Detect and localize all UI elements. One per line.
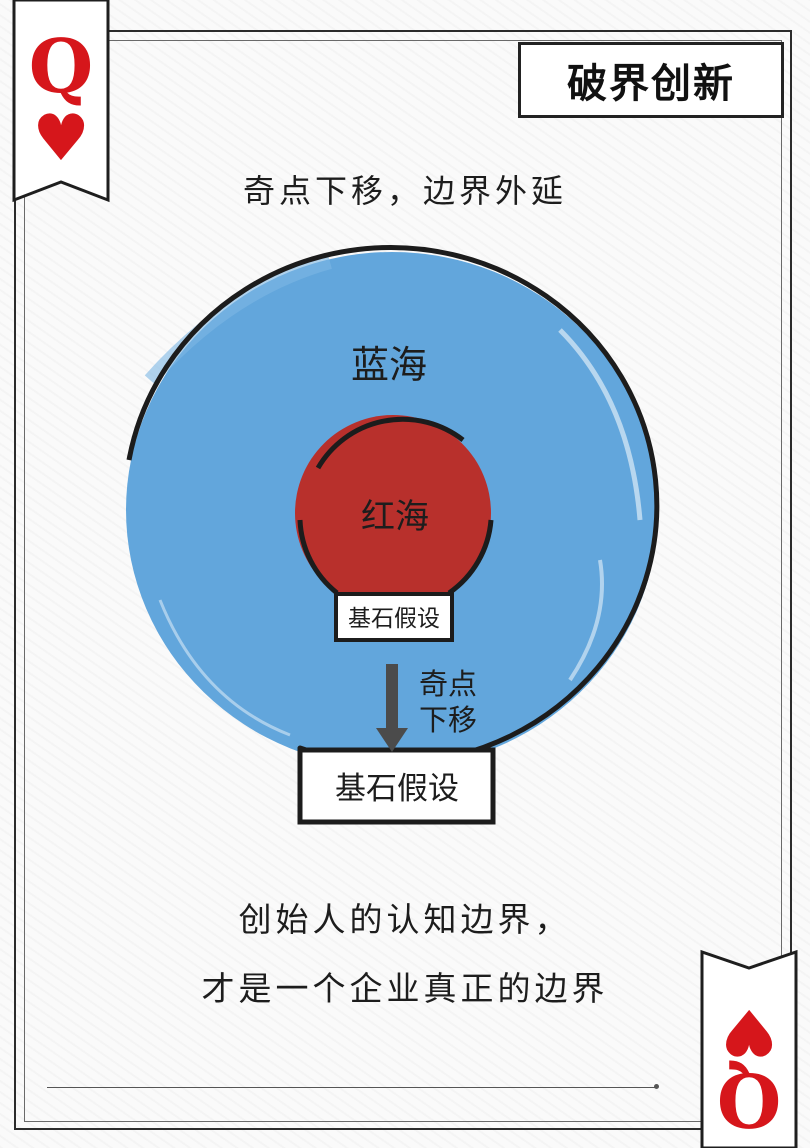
heart-icon: ♥ — [32, 102, 89, 176]
footer-line-1: 创始人的认知边界， — [238, 900, 572, 939]
arrow-label-line2: 下移 — [419, 703, 477, 737]
divider — [47, 1084, 659, 1089]
outer-base-label: 基石假设 — [335, 771, 459, 807]
red-ocean-label: 红海 — [361, 497, 429, 537]
blue-ocean-label: 蓝海 — [351, 343, 427, 387]
red-ocean-circle — [295, 415, 494, 611]
heart-icon: ♥ — [720, 994, 777, 1068]
corner-top-left: Q ♥ — [12, 0, 110, 203]
rank-top-left: Q — [29, 24, 93, 110]
outer-base-box — [297, 747, 496, 825]
card-outer-frame — [14, 30, 792, 1130]
footer-line-2: 才是一个企业真正的边界 — [201, 969, 609, 1008]
inner-base-label: 基石假设 — [348, 606, 440, 632]
page-title: 破界创新 — [567, 60, 735, 107]
corner-bottom-right: Q ♥ — [700, 949, 798, 1148]
title-box: 破界创新 — [518, 42, 784, 118]
subtitle: 奇点下移，边界外延 — [242, 172, 567, 210]
down-arrow-icon — [376, 664, 408, 752]
arrow-label-line1: 奇点 — [419, 667, 477, 701]
card-inner-frame — [24, 40, 782, 1122]
inner-base-box — [334, 592, 454, 642]
rank-bottom-right: Q — [717, 1056, 781, 1142]
